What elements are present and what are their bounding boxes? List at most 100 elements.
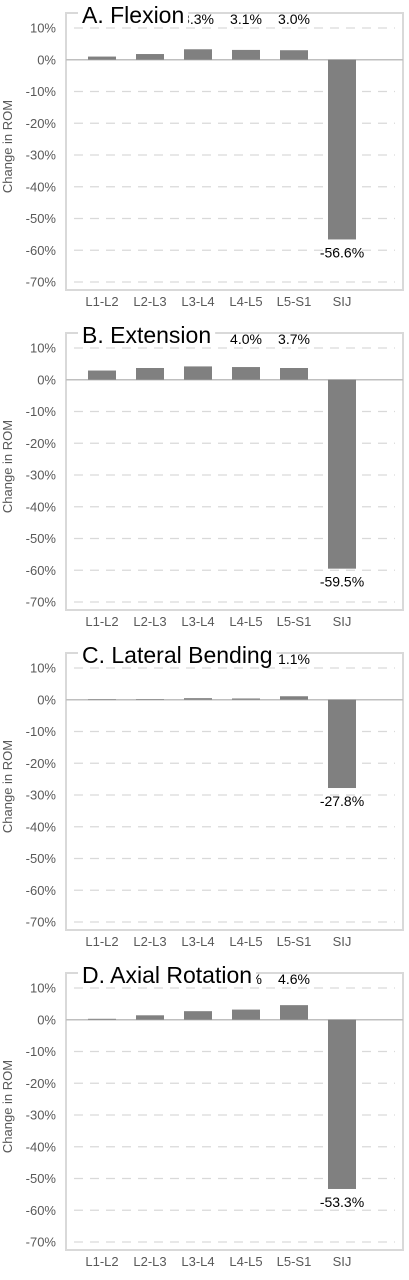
chart-d-ytick-label: 0% [37,1012,56,1027]
chart-a-data-label: 3.3% [182,11,214,27]
chart-b-data-label: 4.0% [230,331,262,347]
chart-c-ytick-label: -50% [26,851,57,866]
chart-d-ytick-label: -20% [26,1076,57,1091]
chart-a-title-backing [78,0,189,26]
chart-c-bar-l3-l4 [184,698,212,700]
chart-a-ytick-label: -10% [26,84,57,99]
chart-d-category-label: SIJ [333,1254,352,1269]
chart-d-category-label: L1-L2 [85,1254,118,1269]
chart-d-bar-l5-s1 [280,1005,308,1020]
chart-c-ylabel: Change in ROM [0,740,15,833]
chart-a-data-label: 3.1% [230,11,262,27]
chart-c-category-label: L1-L2 [85,934,118,949]
chart-a-category-label: SIJ [333,294,352,309]
chart-a-category-label: L1-L2 [85,294,118,309]
chart-panel-d: 10%0%-10%-20%-30%-40%-50%-60%-70%0.3%L1-… [0,960,409,1280]
chart-b-bar-sij [328,379,356,569]
chart-b-category-label: L3-L4 [181,614,214,629]
chart-a-ytick-label: -40% [26,179,57,194]
chart-c-frame [65,652,404,931]
chart-b-ytick-label: -60% [26,563,57,578]
chart-c-data-label: -27.8% [320,793,364,809]
chart-c-bar-l1-l2 [88,699,116,701]
chart-b-ytick-label: -20% [26,436,57,451]
chart-c-category-label: L2-L3 [133,934,166,949]
chart-d-ytick-label: -10% [26,1044,57,1059]
chart-b-category-label: L2-L3 [133,614,166,629]
chart-c-bar-sij [328,699,356,789]
chart-a-frame [65,12,404,291]
chart-a-data-label: 3.0% [278,11,310,27]
chart-d-ytick-label: -60% [26,1203,57,1218]
chart-c-ytick-label: -20% [26,756,57,771]
chart-d-data-label: 4.6% [278,971,310,987]
chart-d-data-label: -53.3% [320,1194,364,1210]
chart-a-bar-l2-l3 [136,54,164,60]
chart-d-bar-sij [328,1019,356,1189]
chart-c-ytick-label: -70% [26,915,57,930]
chart-d-category-label: L2-L3 [133,1254,166,1269]
chart-b-ytick-label: 0% [37,372,56,387]
chart-b-bar-l4-l5 [232,367,260,380]
chart-c-bar-l5-s1 [280,696,308,700]
chart-b-bar-l2-l3 [136,368,164,380]
chart-c-ytick-label: -40% [26,819,57,834]
chart-b-ytick-label: 10% [30,341,56,356]
chart-c-category-label: L4-L5 [229,934,262,949]
chart-a-ytick-label: -20% [26,116,57,131]
chart-a-category-label: L3-L4 [181,294,214,309]
chart-d-category-label: L4-L5 [229,1254,262,1269]
chart-a-bar-l3-l4 [184,49,212,60]
chart-d-ytick-label: -40% [26,1139,57,1154]
chart-d-ytick-label: 10% [30,981,56,996]
chart-panel-b: 10%0%-10%-20%-30%-40%-50%-60%-70%2.9%L1-… [0,320,409,640]
chart-a-ylabel: Change in ROM [0,100,15,193]
chart-panel-a: 10%0%-10%-20%-30%-40%-50%-60%-70%1.0%L1-… [0,0,409,320]
chart-c-data-label: 1.1% [278,651,310,667]
chart-b-title: B. Extension [82,322,211,348]
chart-d-bar-l3-l4 [184,1011,212,1020]
chart-b-ytick-label: -70% [26,595,57,610]
chart-c-bar-l2-l3 [136,699,164,700]
chart-b-category-label: L4-L5 [229,614,262,629]
chart-a-bar-sij [328,59,356,240]
chart-b-frame [65,332,404,611]
chart-c-ytick-label: 0% [37,692,56,707]
chart-panel-c: 10%0%-10%-20%-30%-40%-50%-60%-70%0.1%L1-… [0,640,409,960]
chart-a-ytick-label: -50% [26,211,57,226]
chart-a-svg: 10%0%-10%-20%-30%-40%-50%-60%-70%1.0%L1-… [0,0,404,309]
chart-a-category-label: L4-L5 [229,294,262,309]
chart-b-ytick-label: -10% [26,404,57,419]
chart-d-ytick-label: -30% [26,1108,57,1123]
chart-a-ytick-label: -60% [26,243,57,258]
chart-c-bar-l4-l5 [232,698,260,700]
chart-a-bar-l4-l5 [232,49,260,60]
chart-c-category-label: L5-S1 [277,934,312,949]
chart-b-category-label: L5-S1 [277,614,312,629]
chart-a-ytick-label: 10% [30,21,56,36]
chart-d-ylabel: Change in ROM [0,1060,15,1153]
chart-d-ytick-label: -70% [26,1235,57,1250]
chart-b-data-label: -59.5% [320,574,364,590]
chart-b-category-label: SIJ [333,614,352,629]
chart-b-ylabel: Change in ROM [0,420,15,513]
chart-c-ytick-label: -10% [26,724,57,739]
chart-b-bar-l1-l2 [88,370,116,380]
chart-a-data-label: -56.6% [320,244,364,260]
chart-b-ytick-label: -30% [26,468,57,483]
chart-b-category-label: L1-L2 [85,614,118,629]
chart-b-ytick-label: -50% [26,531,57,546]
chart-a-bar-l5-s1 [280,50,308,60]
chart-b-bar-l5-s1 [280,368,308,380]
chart-c-ytick-label: -60% [26,883,57,898]
chart-b-title-backing [78,320,216,346]
chart-d-title-backing [78,960,257,986]
chart-c-title-backing [78,640,277,666]
chart-d-bar-l1-l2 [88,1018,116,1020]
chart-c-title: C. Lateral Bending [82,642,273,668]
chart-b-svg: 10%0%-10%-20%-30%-40%-50%-60%-70%2.9%L1-… [0,320,404,629]
chart-d-title: D. Axial Rotation [82,962,252,988]
chart-d-category-label: L5-S1 [277,1254,312,1269]
chart-d-svg: 10%0%-10%-20%-30%-40%-50%-60%-70%0.3%L1-… [0,960,404,1269]
